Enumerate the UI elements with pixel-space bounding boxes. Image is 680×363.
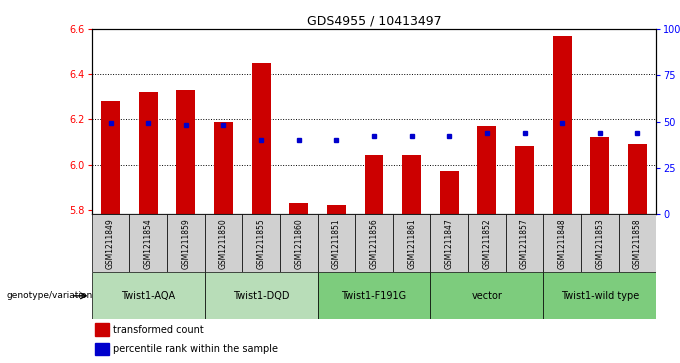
Text: GSM1211849: GSM1211849 xyxy=(106,218,115,269)
Text: GSM1211861: GSM1211861 xyxy=(407,218,416,269)
Bar xyxy=(543,214,581,272)
Text: Twist1-DQD: Twist1-DQD xyxy=(233,291,290,301)
Bar xyxy=(318,214,355,272)
Text: genotype/variation: genotype/variation xyxy=(7,291,93,300)
Text: GSM1211850: GSM1211850 xyxy=(219,218,228,269)
Text: vector: vector xyxy=(471,291,503,301)
Text: percentile rank within the sample: percentile rank within the sample xyxy=(114,344,278,354)
Bar xyxy=(214,122,233,214)
Text: GSM1211857: GSM1211857 xyxy=(520,218,529,269)
Text: Twist1-F191G: Twist1-F191G xyxy=(341,291,407,301)
Bar xyxy=(430,214,468,272)
Bar xyxy=(280,214,318,272)
Bar xyxy=(327,205,345,214)
Bar xyxy=(252,63,271,214)
Bar xyxy=(430,272,543,319)
Bar xyxy=(393,214,430,272)
Bar xyxy=(95,343,109,355)
Text: GSM1211848: GSM1211848 xyxy=(558,218,566,269)
Bar xyxy=(318,272,430,319)
Text: GSM1211853: GSM1211853 xyxy=(595,218,605,269)
Text: GSM1211858: GSM1211858 xyxy=(633,218,642,269)
Bar xyxy=(139,92,158,214)
Bar xyxy=(468,214,506,272)
Text: GSM1211851: GSM1211851 xyxy=(332,218,341,269)
Title: GDS4955 / 10413497: GDS4955 / 10413497 xyxy=(307,15,441,28)
Text: GSM1211852: GSM1211852 xyxy=(482,218,492,269)
Bar xyxy=(129,214,167,272)
Bar xyxy=(619,214,656,272)
Bar xyxy=(242,214,280,272)
Bar xyxy=(101,101,120,214)
Bar xyxy=(364,155,384,214)
Bar xyxy=(628,144,647,214)
Bar xyxy=(205,272,318,319)
Text: GSM1211860: GSM1211860 xyxy=(294,218,303,269)
Bar xyxy=(477,126,496,214)
Text: GSM1211856: GSM1211856 xyxy=(369,218,379,269)
Bar xyxy=(590,138,609,214)
Text: GSM1211854: GSM1211854 xyxy=(143,218,153,269)
Bar xyxy=(289,203,308,214)
Text: GSM1211859: GSM1211859 xyxy=(182,218,190,269)
Text: Twist1-AQA: Twist1-AQA xyxy=(121,291,175,301)
Bar xyxy=(543,272,656,319)
Text: Twist1-wild type: Twist1-wild type xyxy=(560,291,639,301)
Bar xyxy=(92,214,129,272)
Bar xyxy=(92,272,205,319)
Bar xyxy=(205,214,242,272)
Bar xyxy=(581,214,619,272)
Bar xyxy=(440,171,458,214)
Bar xyxy=(95,323,109,336)
Bar xyxy=(515,146,534,214)
Bar xyxy=(402,155,421,214)
Bar xyxy=(506,214,543,272)
Bar xyxy=(553,36,571,214)
Bar xyxy=(167,214,205,272)
Text: GSM1211847: GSM1211847 xyxy=(445,218,454,269)
Bar xyxy=(355,214,393,272)
Text: GSM1211855: GSM1211855 xyxy=(256,218,266,269)
Bar xyxy=(176,90,195,214)
Text: transformed count: transformed count xyxy=(114,325,204,335)
